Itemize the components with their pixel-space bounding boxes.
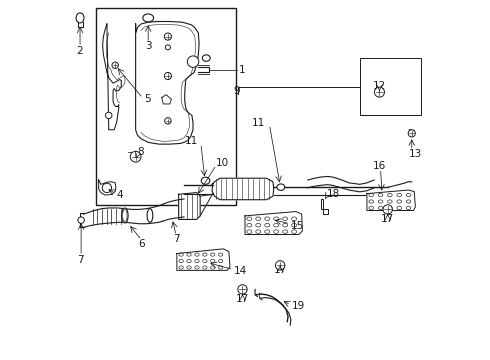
Ellipse shape [122,208,128,223]
Polygon shape [245,212,302,234]
Polygon shape [177,249,230,270]
Text: 3: 3 [145,41,151,50]
Polygon shape [367,190,416,211]
Text: 7: 7 [77,255,83,265]
Circle shape [383,205,392,214]
Ellipse shape [147,209,153,222]
Ellipse shape [202,55,210,61]
Text: 10: 10 [216,158,229,168]
Text: 19: 19 [292,301,305,311]
Text: 5: 5 [144,94,150,104]
Ellipse shape [201,177,210,184]
Bar [360,58,421,116]
Circle shape [164,72,171,80]
Circle shape [112,62,119,68]
Ellipse shape [143,14,153,22]
Text: 2: 2 [76,46,83,56]
Text: 6: 6 [138,239,145,249]
Ellipse shape [277,184,285,190]
Polygon shape [179,193,200,220]
Text: 15: 15 [291,221,304,231]
Polygon shape [212,178,274,200]
Text: 14: 14 [234,266,247,276]
Text: 16: 16 [373,161,386,171]
Circle shape [164,33,171,40]
Text: 12: 12 [373,81,386,91]
Text: 7: 7 [173,234,180,244]
Text: 11: 11 [251,118,265,128]
Text: 17: 17 [236,294,249,304]
Text: 1: 1 [239,64,245,75]
Circle shape [374,87,385,97]
Polygon shape [136,22,199,144]
Ellipse shape [76,13,84,23]
Polygon shape [98,180,116,195]
Text: 11: 11 [184,136,197,146]
Text: 18: 18 [327,189,340,199]
Circle shape [165,118,171,124]
Circle shape [105,112,112,119]
Circle shape [78,217,84,224]
Circle shape [275,261,285,270]
Circle shape [102,183,112,193]
Text: 9: 9 [234,86,241,96]
Circle shape [166,45,171,50]
Circle shape [130,151,141,162]
Bar [96,8,236,205]
Text: 4: 4 [117,190,123,201]
Text: 17: 17 [381,214,394,224]
Text: 17: 17 [273,265,287,275]
Circle shape [187,56,199,67]
Circle shape [408,130,416,137]
Circle shape [238,285,247,294]
Text: 13: 13 [409,149,422,159]
Text: 8: 8 [137,147,144,157]
